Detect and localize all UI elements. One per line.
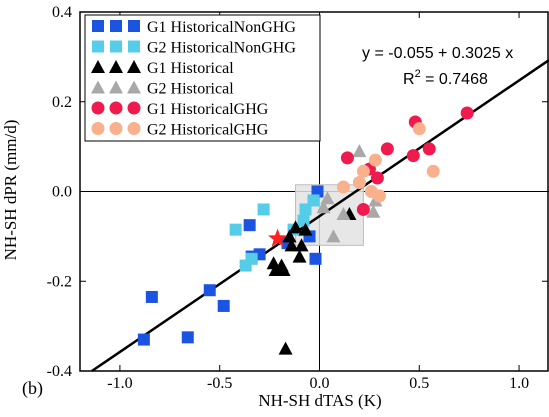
data-point-series-4 [320,191,335,205]
legend-marker [91,101,105,115]
data-point-series-3 [276,263,291,277]
data-point-series-4 [366,204,381,218]
legend-marker [92,20,104,32]
data-point-series-1 [145,290,158,303]
legend-marker [109,80,123,94]
data-point-series-3 [288,220,303,234]
data-point-series-2 [307,194,320,207]
y-tick-label: 0.0 [52,184,72,201]
y-axis-title: NH-SH dPR (mm/d) [1,120,20,261]
data-point-series-1 [137,333,150,346]
legend-marker [127,60,141,73]
legend-marker [110,40,122,53]
data-point-series-3 [278,341,293,355]
data-point-series-3 [282,229,297,243]
data-point-series-4 [352,144,367,158]
legend-label: G1 Historical [147,60,234,77]
legend-marker [127,101,141,115]
legend-marker [128,20,140,32]
r-squared-annotation: R2 = 0.7468 [403,68,488,88]
data-point-series-6 [372,189,386,203]
y-tick-label: 0.4 [52,4,72,21]
data-point-series-1 [253,248,266,261]
legend-marker [109,122,123,135]
data-point-series-4 [326,229,341,243]
data-point-series-6 [426,164,440,178]
x-tick-label: 1.0 [509,375,529,392]
legend-marker [91,80,105,94]
data-point-series-5 [460,106,474,120]
data-point-series-5 [380,142,394,156]
x-tick-label: -0.5 [207,375,232,392]
data-point-series-3 [294,238,309,252]
star-marker [268,228,288,247]
regression-equation: y = -0.055 + 0.3025 x [362,45,513,62]
data-point-series-6 [412,122,426,136]
legend-marker [127,122,141,135]
axis-ticks: -1.0 -0.5 0.0 0.5 1.0 -0.4 -0.2 0.0 0.2 0.4 [47,4,548,392]
data-point-series-1 [309,252,322,265]
data-point-series-5 [356,202,370,216]
data-point-series-5 [406,149,420,163]
data-points [137,106,474,355]
legend-marker [91,122,105,135]
data-point-series-6 [336,180,350,194]
data-point-series-4 [336,206,351,220]
data-point-series-3 [298,222,313,236]
x-tick-label: 0.5 [409,375,429,392]
legend-marker [109,101,123,115]
y-tick-label: 0.2 [52,94,72,111]
data-point-series-4 [316,200,331,214]
x-axis-title: NH-SH dTAS (K) [258,391,381,410]
data-point-series-6 [368,153,382,167]
legend-label: G1 HistoricalGHG [147,101,269,118]
data-point-series-5 [370,171,384,185]
data-point-series-1 [217,299,230,312]
panel-label: (b) [22,378,43,399]
legend-marker [109,60,123,73]
data-point-series-2 [257,203,270,216]
legend-marker [128,40,140,53]
y-tick-label: -0.4 [47,363,72,380]
data-point-series-1 [203,284,216,297]
legend-label: G1 HistoricalNonGHG [147,19,296,36]
r2-superscript: 2 [415,68,421,80]
legend-label: G2 Historical [147,81,234,98]
data-point-series-2 [229,223,242,236]
legend-marker [127,80,141,94]
legend-label: G2 HistoricalNonGHG [147,40,296,57]
data-point-series-1 [243,219,256,232]
data-point-series-3 [284,238,299,252]
legend-box [84,14,321,142]
data-point-series-3 [292,249,307,263]
data-point-series-1 [181,331,194,344]
r2-value: = 0.7468 [421,71,488,88]
data-point-series-2 [297,214,310,227]
data-point-series-6 [356,164,370,178]
data-point-series-6 [352,176,366,190]
r2-prefix: R [403,71,415,88]
legend-marker [110,20,122,32]
legend-marker [92,40,104,53]
x-tick-label: 0.0 [309,375,329,392]
legend: G1 HistoricalNonGHG G2 HistoricalNonGHG G1… [84,14,321,142]
data-point-series-2 [245,252,258,265]
legend-label: G2 HistoricalGHG [147,122,269,139]
y-tick-label: -0.2 [47,273,72,290]
data-point-series-5 [340,151,354,165]
data-point-series-5 [422,142,436,156]
legend-marker [91,60,105,73]
x-tick-label: -1.0 [107,375,132,392]
